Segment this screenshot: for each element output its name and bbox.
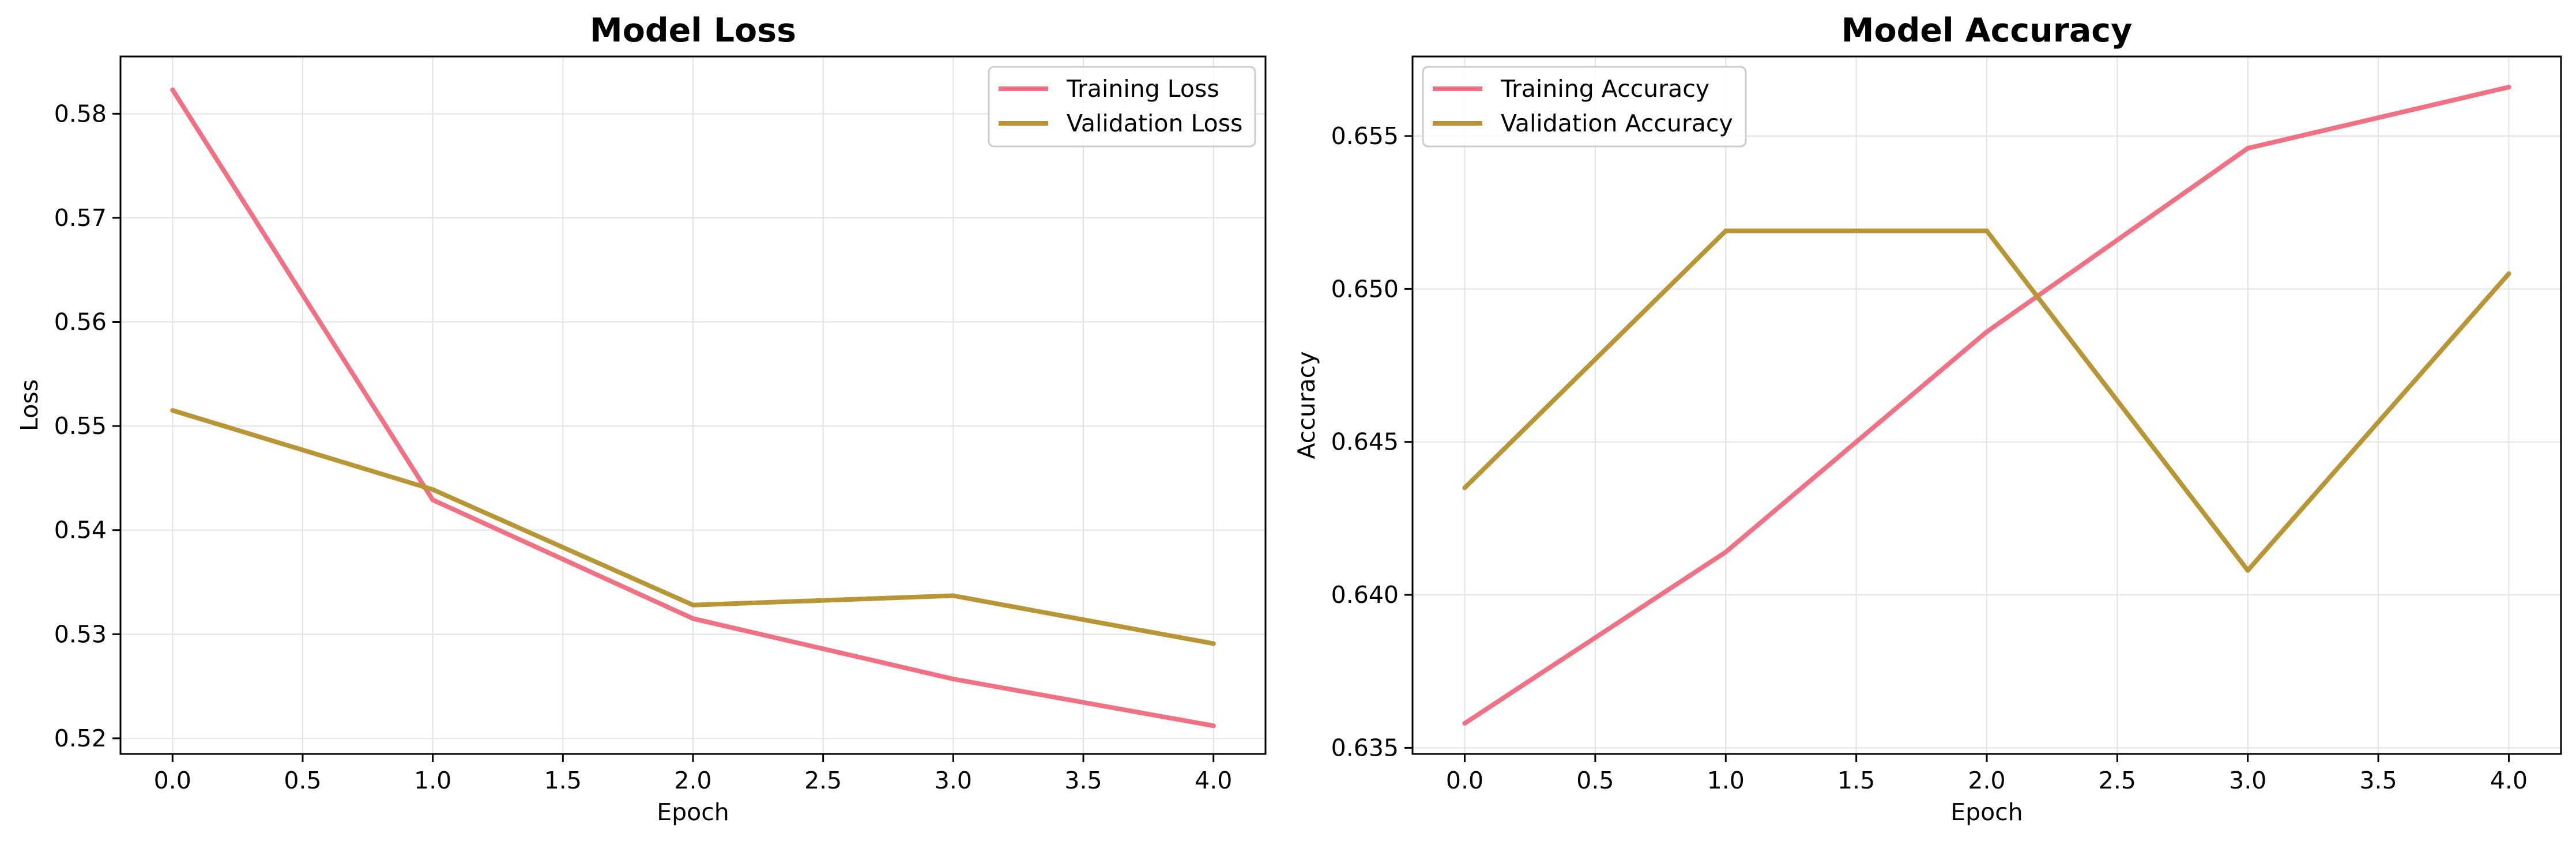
loss-x-ticks: 0.0 0.5 1.0 1.5 2.0 2.5 3.0 3.5 4.0 <box>154 754 1232 794</box>
accuracy-legend: Training Accuracy Validation Accuracy <box>1422 66 1747 148</box>
loss-y-tick-label: 0.57 <box>54 204 107 232</box>
accuracy-y-tick-label: 0.640 <box>1331 581 1399 609</box>
accuracy-point-validation-accuracy <box>1984 228 1989 233</box>
accuracy-y-tick-label: 0.645 <box>1331 428 1399 456</box>
accuracy-point-training-accuracy <box>2245 146 2250 151</box>
loss-x-tick-label: 0.5 <box>284 767 321 794</box>
accuracy-x-tick-label: 2.5 <box>2099 767 2136 794</box>
accuracy-y-tick-label: 0.650 <box>1331 275 1399 303</box>
accuracy-x-tick-label: 3.0 <box>2229 767 2266 794</box>
loss-series <box>170 87 1216 729</box>
loss-point-validation-loss <box>430 487 435 492</box>
loss-x-tick-label: 4.0 <box>1195 767 1232 794</box>
accuracy-point-validation-accuracy <box>1723 228 1728 233</box>
loss-y-tick-label: 0.54 <box>54 516 107 544</box>
loss-point-validation-loss <box>170 408 175 413</box>
accuracy-point-validation-accuracy <box>2245 568 2250 573</box>
accuracy-x-tick-label: 1.5 <box>1837 767 1875 794</box>
loss-x-tick-label: 0.0 <box>154 767 191 794</box>
accuracy-legend-label-validation: Validation Accuracy <box>1501 110 1733 137</box>
loss-point-training-loss <box>430 497 435 503</box>
accuracy-x-axis-label: Epoch <box>1950 798 2023 826</box>
loss-x-axis-label: Epoch <box>657 798 729 826</box>
loss-legend-label-training: Training Loss <box>1066 75 1219 103</box>
accuracy-point-training-accuracy <box>1723 549 1728 554</box>
loss-chart: 0.0 0.5 1.0 1.5 2.0 2.5 3.0 3.5 4.0 0.52 0.53 0.54… <box>16 12 1267 826</box>
loss-y-axis-label: Loss <box>16 379 43 431</box>
loss-x-tick-label: 2.5 <box>804 767 842 794</box>
accuracy-point-validation-accuracy <box>1462 485 1467 491</box>
accuracy-y-tick-label: 0.635 <box>1331 734 1399 761</box>
loss-y-tick-label: 0.55 <box>54 412 107 440</box>
accuracy-chart-title: Model Accuracy <box>1841 12 2133 50</box>
loss-y-ticks: 0.52 0.53 0.54 0.55 0.56 0.57 0.58 <box>54 100 120 752</box>
accuracy-point-training-accuracy <box>2506 85 2511 90</box>
loss-y-tick-label: 0.58 <box>54 100 107 127</box>
accuracy-point-validation-accuracy <box>2506 271 2511 276</box>
accuracy-x-tick-label: 1.0 <box>1707 767 1745 794</box>
accuracy-x-tick-label: 0.5 <box>1576 767 1614 794</box>
loss-point-validation-loss <box>951 593 956 598</box>
loss-x-tick-label: 1.5 <box>544 767 582 794</box>
loss-chart-title: Model Loss <box>590 12 796 50</box>
loss-point-training-loss <box>691 616 695 621</box>
loss-x-tick-label: 3.5 <box>1064 767 1102 794</box>
accuracy-legend-box <box>1422 66 1747 148</box>
accuracy-x-tick-label: 2.0 <box>1968 767 2005 794</box>
loss-point-training-loss <box>951 676 956 681</box>
accuracy-x-tick-label: 0.0 <box>1446 767 1483 794</box>
loss-legend: Training Loss Validation Loss <box>988 66 1256 148</box>
accuracy-x-tick-label: 3.5 <box>2359 767 2397 794</box>
accuracy-y-axis-label: Accuracy <box>1293 351 1320 459</box>
accuracy-series <box>1462 85 2511 726</box>
loss-x-tick-label: 3.0 <box>935 767 972 794</box>
accuracy-x-ticks: 0.0 0.5 1.0 1.5 2.0 2.5 3.0 3.5 4.0 <box>1446 754 2528 794</box>
loss-legend-label-validation: Validation Loss <box>1067 110 1242 137</box>
loss-point-training-loss <box>170 87 175 92</box>
accuracy-point-training-accuracy <box>1984 329 1989 334</box>
loss-point-validation-loss <box>691 602 695 608</box>
loss-x-tick-label: 1.0 <box>414 767 451 794</box>
accuracy-chart: 0.0 0.5 1.0 1.5 2.0 2.5 3.0 3.5 4.0 0.6350.6400.… <box>1293 12 2562 826</box>
loss-y-tick-label: 0.56 <box>54 308 107 336</box>
accuracy-point-training-accuracy <box>1462 720 1467 726</box>
loss-y-tick-label: 0.52 <box>54 725 107 752</box>
accuracy-y-tick-label: 0.655 <box>1331 122 1399 150</box>
loss-point-training-loss <box>1211 723 1216 729</box>
loss-legend-box <box>988 66 1256 148</box>
accuracy-legend-label-training: Training Accuracy <box>1500 75 1709 103</box>
loss-y-tick-label: 0.53 <box>54 620 107 648</box>
loss-x-tick-label: 2.0 <box>674 767 711 794</box>
accuracy-x-tick-label: 4.0 <box>2490 767 2528 794</box>
loss-grid <box>120 56 1266 754</box>
accuracy-y-ticks: 0.635 0.640 0.645 0.650 0.655 <box>1331 122 1413 761</box>
loss-point-validation-loss <box>1211 641 1216 646</box>
